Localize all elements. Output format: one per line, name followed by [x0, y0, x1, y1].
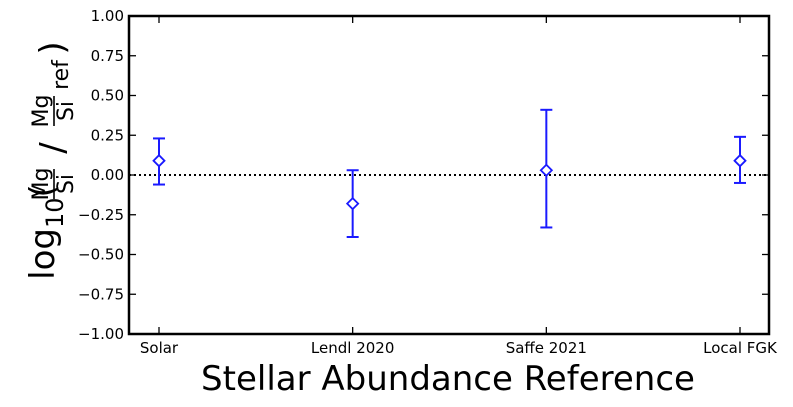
y-tick-label: 0.25: [91, 126, 124, 144]
y-axis-label: log10(: [23, 184, 69, 280]
data-point-marker: [152, 153, 166, 168]
data-point-marker: [733, 153, 747, 168]
x-tick-label: Local FGK: [703, 339, 778, 357]
y-label-num-2: Mg: [29, 95, 54, 128]
y-label-den-1: Si: [54, 174, 79, 194]
y-tick-label: −0.75: [78, 285, 124, 303]
y-axis-label-subscript: 10: [41, 197, 69, 228]
y-tick-label: −0.50: [78, 246, 124, 264]
y-label-den-2: Si: [54, 101, 79, 121]
y-tick-label: −1.00: [78, 325, 124, 343]
y-tick-label: 0.75: [91, 47, 124, 65]
y-tick-label: −0.25: [78, 206, 124, 224]
data-point-marker: [539, 163, 554, 178]
x-tick-label: Lendl 2020: [311, 339, 394, 357]
y-label-slash: /: [33, 142, 73, 154]
plot-area: −1.00 −0.75 −0.50 −0.25 0.00 0.25 0.50 0.75 1.00…: [78, 7, 778, 399]
plot-frame: [127, 14, 771, 336]
x-axis-label: Stellar Abundance Reference: [201, 359, 695, 399]
y-label-ref: ref: [49, 59, 74, 90]
y-axis-label-log: log: [23, 228, 63, 280]
y-label-num-1: Mg: [29, 168, 54, 201]
y-label-close-paren: ): [33, 41, 73, 54]
y-tick-label: 0.50: [91, 87, 124, 105]
x-tick-label: Solar: [140, 339, 179, 357]
data-point-marker: [345, 196, 360, 211]
x-tick-label: Saffe 2021: [506, 339, 587, 357]
y-tick-label: 0.00: [91, 166, 124, 184]
y-tick-label: 1.00: [91, 7, 124, 25]
